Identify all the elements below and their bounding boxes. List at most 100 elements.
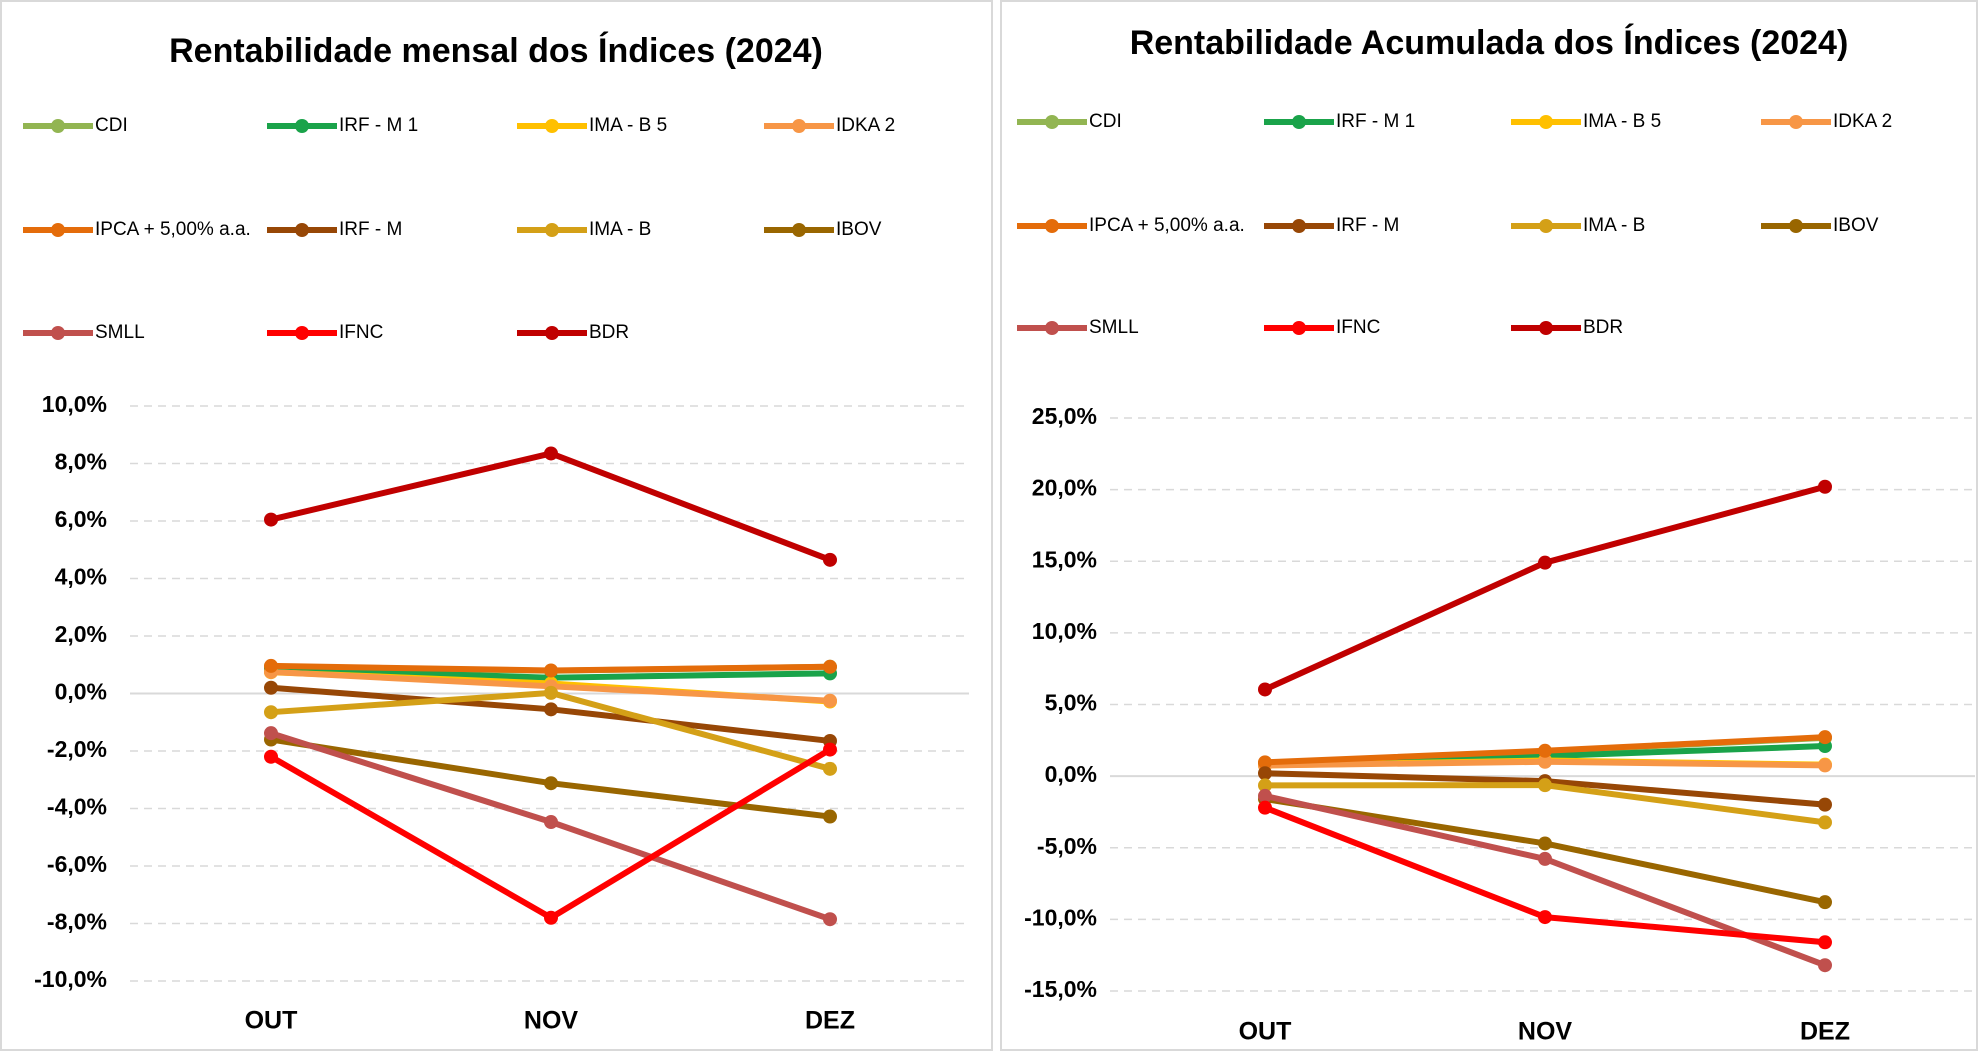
legend-label: IMA - B 5 <box>589 115 667 136</box>
legend-marker <box>51 223 65 237</box>
x-tick-label: NOV <box>1518 1018 1573 1046</box>
data-point <box>264 512 278 527</box>
data-point <box>1538 778 1552 793</box>
legend-label: IPCA + 5,00% a.a. <box>95 219 251 240</box>
x-tick-label: OUT <box>1239 1018 1292 1046</box>
data-point <box>264 658 278 673</box>
y-tick-label: -8,0% <box>47 909 107 935</box>
y-tick-label: 6,0% <box>55 506 107 532</box>
data-point <box>823 742 837 757</box>
legend-label: BDR <box>1583 317 1623 338</box>
legend-marker <box>792 119 806 133</box>
data-point <box>1538 754 1552 769</box>
y-tick-label: 10,0% <box>1032 618 1097 644</box>
y-tick-label: 0,0% <box>55 679 107 705</box>
legend-marker <box>792 223 806 237</box>
data-point <box>1538 743 1552 758</box>
data-point <box>1258 755 1272 770</box>
legend-label: IFNC <box>1336 317 1380 338</box>
panel-border <box>1000 0 1978 1051</box>
data-point <box>1538 851 1552 866</box>
data-point <box>1258 788 1272 803</box>
legend-label: CDI <box>1089 111 1122 132</box>
legend-label: IDKA 2 <box>1833 111 1892 132</box>
legend-label: IMA - B <box>589 219 651 240</box>
series-line <box>1263 483 1826 693</box>
data-point <box>823 659 837 674</box>
data-point <box>1258 766 1272 781</box>
legend-label: IBOV <box>836 219 882 240</box>
data-point <box>1818 895 1832 910</box>
legend-marker <box>295 326 309 340</box>
legend-label: IRF - M <box>339 219 402 240</box>
legend-marker <box>295 119 309 133</box>
legend-marker <box>545 223 559 237</box>
y-tick-label: 5,0% <box>1045 690 1097 716</box>
y-tick-label: -10,0% <box>34 966 107 992</box>
legend-marker <box>1539 115 1553 129</box>
x-tick-label: NOV <box>524 1007 579 1035</box>
data-point <box>1818 479 1832 494</box>
legend-marker <box>1045 321 1059 335</box>
y-tick-label: 10,0% <box>42 391 107 417</box>
data-point <box>1818 815 1832 830</box>
legend-marker <box>1789 219 1803 233</box>
legend-label: IBOV <box>1833 215 1879 236</box>
legend-label: BDR <box>589 322 629 343</box>
data-point <box>264 726 278 741</box>
y-tick-label: -10,0% <box>1024 904 1097 930</box>
legend-marker <box>1539 219 1553 233</box>
y-tick-label: 0,0% <box>1045 761 1097 787</box>
chart-title: Rentabilidade Acumulada dos Índices (202… <box>1130 24 1849 62</box>
data-point <box>264 749 278 764</box>
y-tick-label: -6,0% <box>47 851 107 877</box>
data-point <box>1258 800 1272 815</box>
data-point <box>1538 555 1552 570</box>
data-point <box>1818 730 1832 745</box>
data-point <box>1538 836 1552 851</box>
y-tick-label: -15,0% <box>1024 976 1097 1002</box>
data-point <box>544 815 558 830</box>
y-tick-label: 25,0% <box>1032 403 1097 429</box>
data-point <box>823 552 837 567</box>
series-line <box>1264 792 1827 969</box>
legend-marker <box>1789 115 1803 129</box>
legend-marker <box>51 119 65 133</box>
series-line <box>270 450 832 563</box>
data-point <box>1258 778 1272 793</box>
data-point <box>544 663 558 678</box>
data-point <box>544 776 558 791</box>
legend-label: IFNC <box>339 322 383 343</box>
legend-marker <box>51 326 65 340</box>
y-tick-label: 4,0% <box>55 564 107 590</box>
legend-marker <box>1045 115 1059 129</box>
y-tick-label: -2,0% <box>47 736 107 762</box>
panel-border <box>0 0 993 1051</box>
data-point <box>1538 910 1552 925</box>
data-point <box>264 705 278 720</box>
y-tick-label: 15,0% <box>1032 546 1097 572</box>
x-tick-label: OUT <box>245 1007 298 1035</box>
data-point <box>823 693 837 708</box>
data-point <box>1818 935 1832 950</box>
x-tick-label: DEZ <box>1800 1018 1850 1046</box>
legend-label: IDKA 2 <box>836 115 895 136</box>
legend-label: CDI <box>95 115 128 136</box>
legend-marker <box>545 119 559 133</box>
data-point <box>544 702 558 717</box>
legend-marker <box>1292 219 1306 233</box>
data-point <box>544 910 558 925</box>
data-point <box>544 685 558 700</box>
data-point <box>823 761 837 776</box>
legend-label: IRF - M 1 <box>1336 111 1415 132</box>
legend-marker <box>1292 115 1306 129</box>
y-tick-label: 20,0% <box>1032 475 1097 501</box>
data-point <box>264 680 278 695</box>
y-tick-label: -4,0% <box>47 794 107 820</box>
legend-marker <box>1045 219 1059 233</box>
legend-label: SMLL <box>95 322 145 343</box>
y-tick-label: -5,0% <box>1037 833 1097 859</box>
legend-label: IRF - M <box>1336 215 1399 236</box>
legend-marker <box>295 223 309 237</box>
x-tick-label: DEZ <box>805 1007 855 1035</box>
